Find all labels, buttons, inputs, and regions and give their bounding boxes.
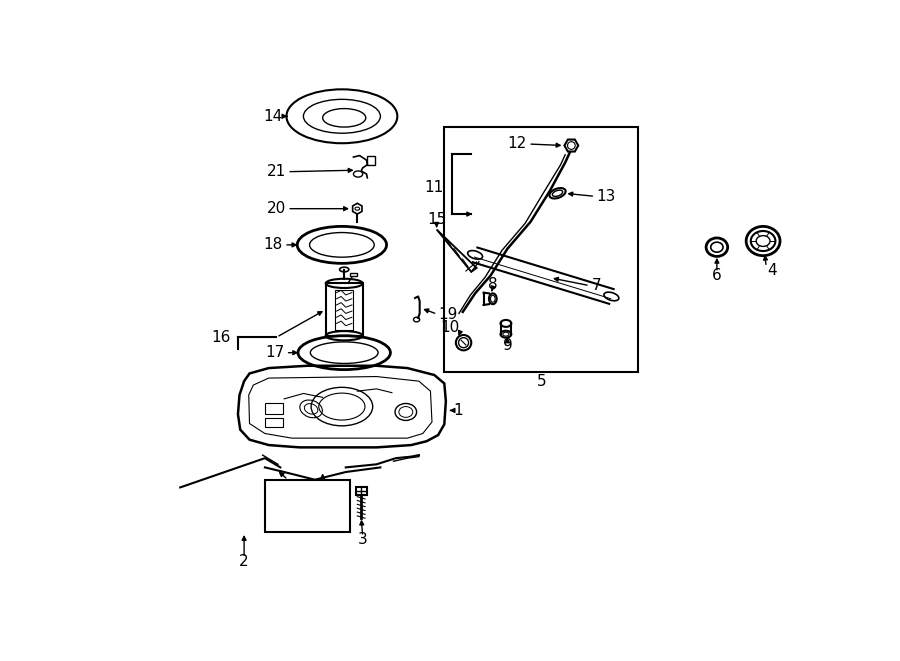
- Bar: [335, 290, 354, 330]
- Bar: [367, 155, 375, 165]
- Bar: [350, 272, 356, 276]
- Text: 18: 18: [264, 237, 283, 253]
- Text: 5: 5: [536, 374, 546, 389]
- Text: 10: 10: [440, 320, 460, 334]
- Text: 19: 19: [438, 307, 457, 322]
- Text: 17: 17: [265, 345, 284, 360]
- Text: 11: 11: [424, 180, 444, 194]
- Bar: [265, 403, 284, 414]
- Text: 1: 1: [454, 403, 464, 418]
- Bar: [445, 127, 638, 372]
- Text: 12: 12: [508, 137, 526, 151]
- Text: 4: 4: [768, 263, 778, 278]
- Text: 13: 13: [596, 189, 616, 204]
- Text: 8: 8: [488, 278, 498, 292]
- Text: 2: 2: [239, 554, 249, 569]
- Text: 20: 20: [266, 201, 285, 216]
- Text: 14: 14: [264, 109, 283, 124]
- Text: 3: 3: [358, 532, 367, 547]
- Bar: [265, 418, 284, 428]
- Text: 6: 6: [712, 268, 722, 283]
- Text: 7: 7: [592, 278, 602, 293]
- Bar: [356, 487, 366, 495]
- Text: 9: 9: [502, 338, 512, 353]
- Bar: [265, 480, 349, 532]
- Bar: [326, 284, 363, 336]
- Text: 21: 21: [266, 164, 285, 179]
- Text: 16: 16: [211, 330, 230, 345]
- Text: 15: 15: [427, 212, 446, 227]
